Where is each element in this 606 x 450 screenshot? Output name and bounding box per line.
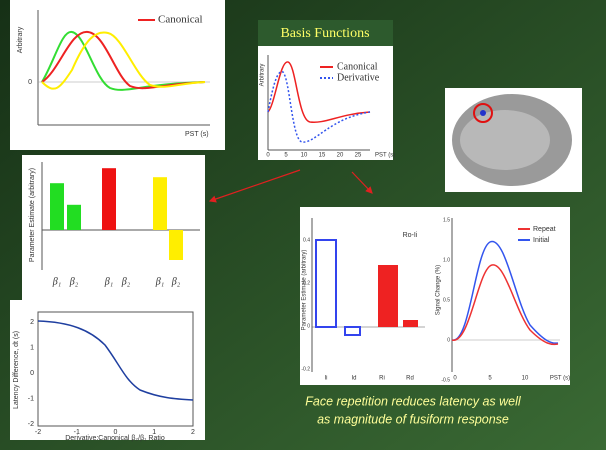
curve: [451, 264, 559, 346]
bar: [344, 326, 361, 336]
brain: [460, 110, 550, 170]
tick: 5: [284, 153, 288, 159]
tick: 0: [30, 370, 34, 377]
tick: 0: [447, 337, 450, 343]
bar: [378, 265, 398, 327]
bar-label: β₁: [155, 276, 164, 287]
tick: 10: [301, 153, 308, 159]
tick: 1.5: [443, 217, 450, 223]
tick: Ii: [325, 376, 328, 382]
x-label: PST (s): [375, 153, 395, 159]
legend: Repeat: [533, 226, 556, 233]
bar: [67, 204, 81, 230]
tick: 2: [30, 319, 34, 326]
bar-label: β₂: [121, 276, 131, 287]
tick: 2: [191, 429, 195, 436]
activation: [480, 110, 486, 116]
curve: [267, 61, 371, 123]
bar-label: β₁: [52, 276, 61, 287]
tick: 0: [266, 153, 270, 159]
tick: -0.2: [301, 366, 310, 372]
curve: [451, 241, 559, 344]
legend: Initial: [533, 237, 550, 244]
x-label: Derivative:Canonical β₂/β₁ Ratio: [65, 435, 165, 442]
tick: 0.5: [443, 297, 450, 303]
y-label: Parameter Estimate (arbitrary): [29, 168, 36, 262]
tick: -0.5: [441, 377, 450, 383]
bar: [153, 177, 167, 230]
tick: Id: [351, 376, 356, 382]
tick: -2: [28, 421, 34, 428]
bar: [403, 320, 418, 327]
legend: Derivative: [337, 72, 380, 83]
bar: [102, 168, 116, 230]
arrow: [351, 171, 373, 194]
tick: -1: [28, 395, 34, 402]
arrow: [208, 169, 301, 203]
axis: [37, 311, 194, 427]
tick: -1: [74, 429, 80, 436]
tick: 5: [488, 376, 492, 382]
panel: [10, 300, 205, 440]
curve: [267, 71, 371, 143]
bar-label: β₁: [104, 276, 113, 287]
title: Basis Functions: [280, 26, 369, 41]
tick: 1: [152, 429, 156, 436]
tick: -2: [35, 429, 41, 436]
highlight: [473, 103, 493, 123]
x-label: PST (s): [185, 131, 209, 138]
y-label: Arbitrary: [17, 26, 24, 53]
tick: 25: [355, 153, 362, 159]
caption: Face repetition reduces latency as well: [305, 394, 522, 408]
bar: [169, 230, 183, 260]
bar-label: β₂: [69, 276, 79, 287]
tick: 0.2: [303, 280, 310, 286]
bar: [50, 183, 64, 230]
y-label: Parameter Estimate (arbitrary): [302, 250, 308, 331]
tick: 0: [307, 323, 310, 329]
tick: 0: [114, 429, 118, 436]
caption: as magnitude of fusiform response: [317, 412, 509, 426]
tick: 20: [337, 153, 344, 159]
title-bar: [258, 20, 393, 46]
tick: 10: [522, 376, 529, 382]
bar-label: β₂: [171, 276, 181, 287]
y-label: Arbitrary: [260, 64, 266, 87]
curve: [41, 31, 206, 90]
tick: 0.4: [303, 237, 310, 243]
tick: 1.0: [443, 257, 450, 263]
tick: 0: [453, 376, 457, 382]
tick: PST (s): [550, 376, 570, 382]
tick: 15: [319, 153, 326, 159]
tick: 1: [30, 344, 34, 351]
tick: Rd: [406, 376, 414, 382]
y-label: Latency Difference, dt (s): [13, 331, 20, 409]
legend: Canonical: [158, 14, 203, 26]
curve: [37, 320, 194, 401]
tick: Ri: [379, 376, 385, 382]
bar: [315, 239, 337, 328]
panel: [300, 207, 570, 385]
y-label: Signal Change (%): [436, 265, 442, 315]
legend: Canonical: [337, 61, 378, 72]
tick: 0: [28, 79, 32, 86]
legend: Ro-Ii: [403, 232, 418, 239]
